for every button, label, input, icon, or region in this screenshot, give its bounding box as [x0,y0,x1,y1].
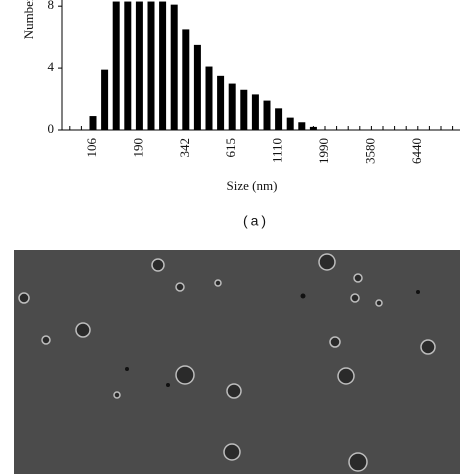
bar [205,66,213,130]
x-tick-label: 3580 [362,138,377,164]
sem-image [14,250,460,474]
caption: (a) [243,213,269,229]
bar [263,100,271,130]
bar [159,1,167,130]
bar [101,69,109,130]
bar [89,116,97,130]
bar [240,89,248,130]
x-tick-label: 615 [223,138,238,158]
bar [182,29,190,130]
x-axis-label: Size (nm) [227,178,278,193]
y-tick-label: 8 [48,0,55,12]
x-tick-label: 342 [177,138,192,158]
bar [228,83,236,130]
bar [298,122,306,130]
x-tick-label: 6440 [409,138,424,164]
x-tick-label: 190 [130,138,145,158]
bar [275,108,283,130]
y-tick-label: 4 [48,59,55,74]
y-tick-label: 0 [48,121,55,136]
bar [135,1,143,130]
bar [193,44,201,130]
bar [112,1,120,130]
bar [147,1,155,130]
bar [124,1,132,130]
bar [286,117,294,130]
y-axis-label: Number [21,0,36,39]
x-tick-label: 1110 [270,138,285,163]
bar [217,75,225,130]
x-tick-label: 1990 [316,138,331,164]
x-tick-label: 106 [84,138,99,158]
bar [251,94,259,130]
bar [170,4,178,130]
bar [309,126,317,130]
